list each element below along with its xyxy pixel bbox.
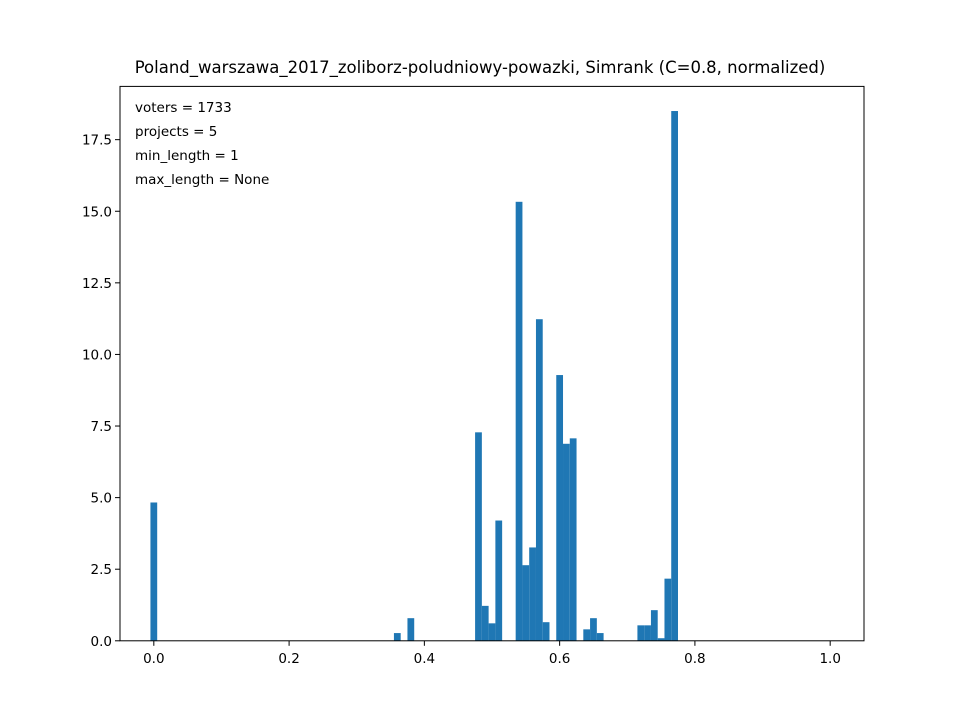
bar-1 (393, 633, 401, 641)
x-tick-label: 0.6 (549, 651, 570, 667)
y-tick-label: 2.5 (91, 562, 112, 578)
x-tick-label: 0.2 (278, 651, 299, 667)
bar-17 (596, 633, 604, 641)
bar-20 (650, 610, 658, 641)
x-tick-label: 1.0 (819, 651, 840, 667)
bar-14 (569, 438, 577, 641)
y-tick-label: 12.5 (82, 276, 112, 292)
x-axis: 0.0 0.2 0.4 0.6 0.8 1.0 (143, 640, 841, 667)
bar-12 (556, 375, 564, 641)
bar-13 (563, 443, 570, 641)
annotation-line: voters = 1733 (135, 100, 232, 116)
bar-2 (407, 618, 415, 641)
bar-18 (637, 625, 645, 641)
bar-22 (664, 578, 672, 641)
x-tick-label: 0.8 (684, 651, 705, 667)
y-tick-label: 10.0 (82, 347, 112, 363)
bar-5 (488, 623, 496, 641)
bar-7 (515, 201, 523, 641)
bar-16 (590, 618, 597, 641)
x-tick-label: 0.0 (143, 651, 164, 667)
y-tick-label: 0.0 (91, 634, 112, 650)
y-axis: 0.0 2.5 5.0 7.5 10.0 12.5 15.0 17.5 (82, 133, 120, 650)
annotation-block: voters = 1733 projects = 5 min_length = 1 m… (135, 100, 269, 188)
chart-title: Poland_warszawa_2017_zoliborz-poludniowy… (135, 58, 826, 78)
bars-group (150, 111, 678, 641)
bar-9 (529, 547, 536, 641)
y-tick-label: 5.0 (91, 491, 112, 507)
annotation-line: max_length = None (135, 172, 269, 188)
bar-11 (542, 622, 550, 641)
bar-3 (475, 432, 482, 641)
bar-21 (657, 638, 665, 641)
annotation-line: min_length = 1 (135, 148, 239, 164)
bar-10 (535, 319, 543, 641)
bar-23 (671, 111, 678, 641)
bar-15 (583, 629, 591, 641)
x-tick-label: 0.4 (414, 651, 435, 667)
bar-8 (522, 565, 530, 641)
bar-6 (495, 520, 503, 641)
bar-4 (481, 605, 489, 641)
y-tick-label: 15.0 (82, 204, 112, 220)
plot-frame (119, 85, 865, 642)
annotation-line: projects = 5 (135, 124, 217, 140)
y-tick-label: 17.5 (82, 133, 112, 149)
y-tick-label: 7.5 (91, 419, 112, 435)
bar-19 (644, 625, 651, 641)
bar-0 (150, 502, 158, 641)
